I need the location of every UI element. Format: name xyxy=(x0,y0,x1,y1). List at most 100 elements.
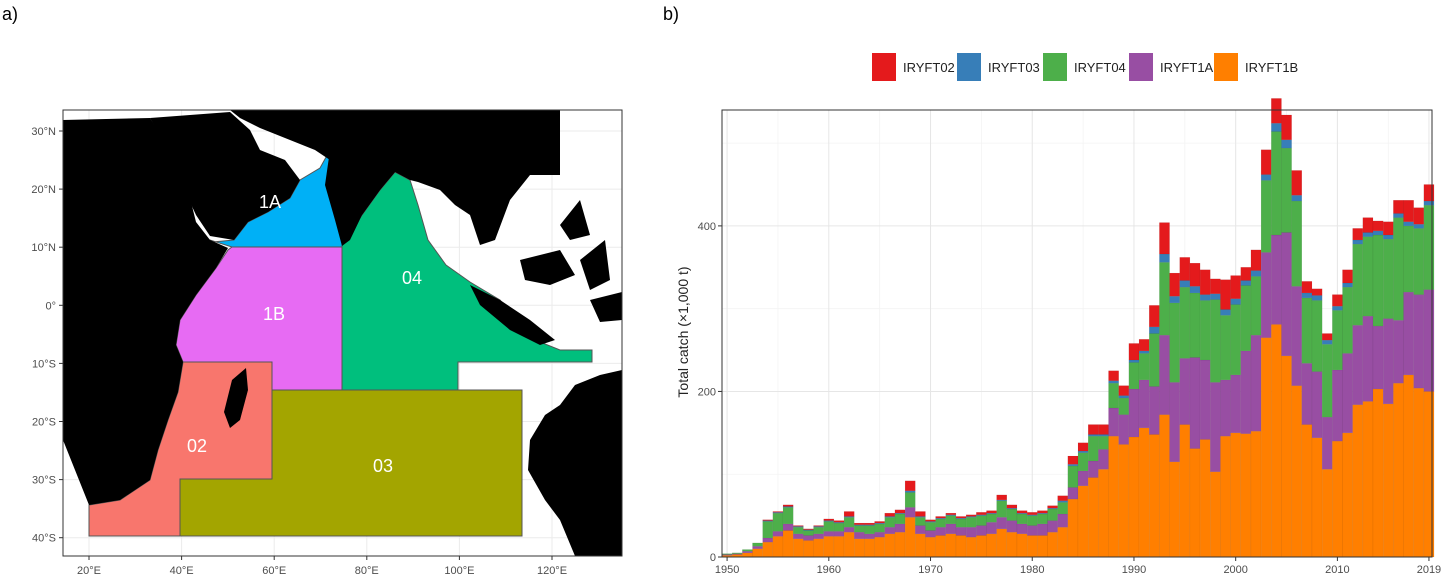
lat-tick-label: 40°S xyxy=(32,533,56,545)
bar-iryft04-1981 xyxy=(1037,513,1048,525)
bar-iryft1b-2013 xyxy=(1362,401,1374,558)
bar-iryft03-1968 xyxy=(904,490,916,493)
bar-iryft1a-2011 xyxy=(1342,353,1353,434)
lat-tick-label: 20°S xyxy=(32,417,56,429)
bar-iryft1b-1969 xyxy=(915,533,926,558)
bar-iryft04-2000 xyxy=(1230,304,1241,376)
bar-iryft02-1959 xyxy=(813,525,824,527)
region-map: 1A 1B 04 02 03 30°N 20°N 10°N 0° 10°S 20°S 30°S 40°… xyxy=(31,109,623,577)
lon-tick-label: 40°E xyxy=(170,565,194,577)
bar-iryft04-1995 xyxy=(1179,286,1191,359)
bar-iryft04-1955 xyxy=(772,512,784,532)
region-label-03: 03 xyxy=(373,456,393,476)
bar-iryft04-1963 xyxy=(854,525,865,533)
bar-iryft03-1987 xyxy=(1098,434,1109,437)
bar-iryft1a-1986 xyxy=(1087,460,1099,478)
bar-iryft03-1986 xyxy=(1087,434,1099,437)
bar-iryft04-1969 xyxy=(915,517,926,526)
bar-iryft04-2004 xyxy=(1271,131,1282,236)
bar-iryft02-1960 xyxy=(823,518,835,521)
bar-iryft04-2016 xyxy=(1393,217,1404,321)
bar-iryft02-2006 xyxy=(1291,170,1302,196)
bar-iryft04-1966 xyxy=(884,517,896,528)
bar-iryft04-2007 xyxy=(1301,297,1313,364)
bar-iryft03-2014 xyxy=(1372,230,1384,236)
bar-iryft04-1954 xyxy=(762,521,774,539)
lon-tick-label: 80°E xyxy=(355,565,379,577)
bar-iryft1a-1965 xyxy=(874,531,885,538)
bar-iryft1b-2000 xyxy=(1230,432,1241,558)
bar-iryft02-1964 xyxy=(864,522,875,525)
x-tick-label: 2019 xyxy=(1417,564,1441,576)
bar-iryft1b-2001 xyxy=(1240,433,1252,558)
bar-iryft03-1994 xyxy=(1169,296,1180,304)
africa-land xyxy=(63,118,228,505)
bar-iryft04-2002 xyxy=(1250,276,1262,336)
bar-iryft1a-1981 xyxy=(1037,523,1048,536)
bar-iryft04-1964 xyxy=(864,525,875,535)
bar-iryft1b-1954 xyxy=(762,541,774,558)
bar-iryft1a-1982 xyxy=(1047,520,1058,533)
legend-swatch-iryft1a xyxy=(1129,53,1153,81)
bar-iryft1b-1975 xyxy=(976,535,987,558)
bar-iryft1b-1976 xyxy=(986,533,997,558)
bar-iryft02-1963 xyxy=(854,522,865,525)
bar-iryft04-1985 xyxy=(1077,452,1089,472)
bar-iryft1b-1971 xyxy=(935,535,946,558)
bar-iryft1a-1952 xyxy=(742,551,753,554)
arabia-land xyxy=(150,112,300,240)
bar-iryft1a-2015 xyxy=(1382,318,1394,405)
bar-iryft1b-1979 xyxy=(1016,533,1028,558)
bar-iryft03-1997 xyxy=(1199,294,1211,301)
bar-iryft1b-2006 xyxy=(1291,385,1302,558)
map-panel-border xyxy=(62,109,623,557)
bar-iryft02-1988 xyxy=(1108,370,1119,381)
bar-iryft1a-1970 xyxy=(925,530,936,538)
bar-iryft02-1982 xyxy=(1047,505,1058,509)
bar-iryft1a-1972 xyxy=(945,523,957,535)
bar-iryft1a-1990 xyxy=(1128,388,1140,438)
bar-iryft04-1983 xyxy=(1057,502,1069,515)
bar-iryft1b-1955 xyxy=(772,536,784,558)
bar-iryft1b-1989 xyxy=(1118,444,1130,558)
bar-iryft02-2008 xyxy=(1311,288,1323,296)
legend-swatch-iryft02 xyxy=(872,53,896,81)
bar-iryft02-1989 xyxy=(1118,385,1130,396)
bar-iryft1b-2010 xyxy=(1332,440,1343,558)
bar-iryft03-2010 xyxy=(1332,305,1343,311)
bar-iryft04-2006 xyxy=(1291,200,1302,287)
bar-iryft1b-1988 xyxy=(1108,435,1119,558)
bar-iryft1b-1961 xyxy=(833,536,845,558)
bar-iryft1a-1985 xyxy=(1077,470,1089,487)
legend-label-iryft04: IRYFT04 xyxy=(1074,60,1126,75)
bar-iryft03-2008 xyxy=(1311,295,1323,301)
bar-iryft03-2018 xyxy=(1413,224,1425,229)
bar-iryft1a-1984 xyxy=(1067,487,1079,500)
bar-iryft1a-1983 xyxy=(1057,513,1069,528)
bar-iryft04-1958 xyxy=(803,530,814,536)
bar-iryft02-1971 xyxy=(935,516,946,519)
bar-iryft1a-1987 xyxy=(1098,449,1109,470)
bar-iryft02-2009 xyxy=(1321,333,1333,341)
bar-iryft1a-2019 xyxy=(1423,289,1435,392)
bar-iryft1b-1960 xyxy=(823,536,835,558)
bar-iryft1a-1976 xyxy=(986,522,997,535)
bar-iryft02-1987 xyxy=(1098,424,1109,435)
bar-iryft04-1988 xyxy=(1108,382,1119,409)
bar-iryft1a-2009 xyxy=(1321,416,1333,470)
bar-iryft1b-2009 xyxy=(1321,469,1333,558)
bar-iryft04-1965 xyxy=(874,523,885,533)
bar-iryft03-1984 xyxy=(1067,464,1079,467)
bar-iryft1a-2008 xyxy=(1311,371,1323,439)
bar-iryft03-2009 xyxy=(1321,339,1333,345)
bar-iryft1a-2012 xyxy=(1352,325,1364,405)
bar-iryft1a-1955 xyxy=(772,531,784,537)
bar-iryft04-1999 xyxy=(1220,315,1231,381)
bar-iryft02-1967 xyxy=(894,509,906,514)
lon-tick-label: 100°E xyxy=(444,565,474,577)
bar-iryft04-1993 xyxy=(1159,262,1170,336)
bar-iryft1a-1963 xyxy=(854,531,865,539)
bar-iryft1a-1953 xyxy=(752,546,763,549)
bar-iryft1a-1967 xyxy=(894,523,906,533)
bar-iryft1a-1980 xyxy=(1026,525,1038,536)
